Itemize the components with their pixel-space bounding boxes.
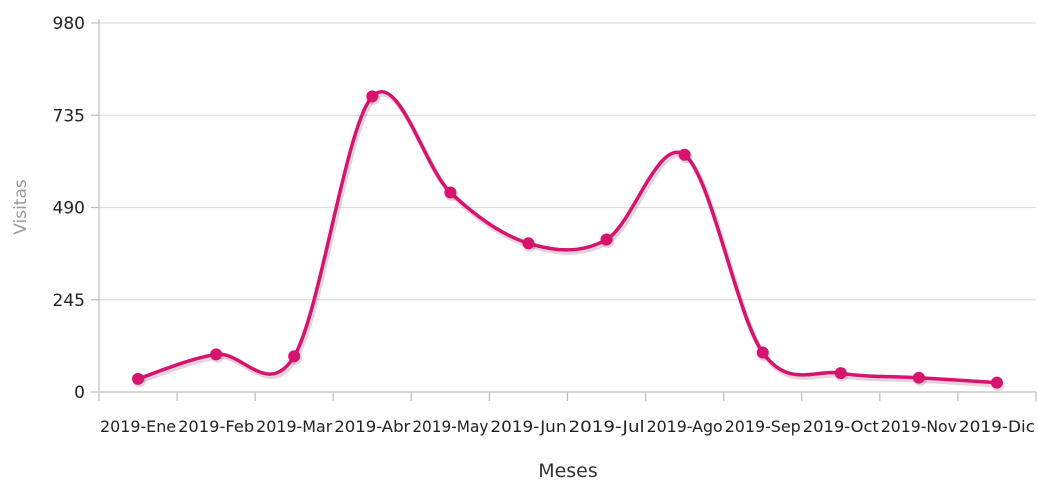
- axes: [98, 19, 1036, 393]
- data-point[interactable]: [522, 237, 535, 250]
- data-point[interactable]: [288, 350, 301, 363]
- data-point[interactable]: [366, 90, 379, 103]
- y-axis-ticks: 0 245 490 735 980: [53, 14, 99, 403]
- data-point[interactable]: [756, 346, 769, 359]
- series: [136, 90, 1001, 388]
- x-tick-label: 2019-Dic: [959, 417, 1035, 436]
- data-point[interactable]: [990, 376, 1003, 389]
- data-point[interactable]: [678, 148, 691, 161]
- data-point[interactable]: [834, 367, 847, 380]
- data-point[interactable]: [444, 186, 457, 199]
- x-axis-title: Meses: [538, 460, 598, 481]
- x-tick-label: 2019-Jun: [490, 417, 566, 436]
- x-tick-label: 2019-Feb: [178, 417, 254, 436]
- y-tick-label: 980: [53, 14, 85, 34]
- x-axis-ticks: 2019-Ene 2019-Feb 2019-Mar 2019-Abr 2019-May…: [98, 392, 1037, 436]
- y-tick-label: 0: [74, 383, 85, 403]
- data-point[interactable]: [132, 372, 145, 385]
- y-tick-label: 245: [53, 291, 85, 311]
- x-tick-label: 2019-Jul: [569, 417, 645, 436]
- y-tick-label: 490: [53, 199, 85, 219]
- x-tick-label: 2019-Ene: [100, 417, 176, 436]
- x-tick-label: 2019-Oct: [803, 417, 879, 436]
- y-tick-label: 735: [53, 106, 85, 126]
- x-tick-label: 2019-Abr: [334, 417, 411, 436]
- gridlines: [99, 22, 1036, 301]
- y-axis-title: Visitas: [11, 179, 31, 235]
- series-line-shadow: [137, 91, 1001, 388]
- data-points: [132, 90, 1005, 392]
- x-tick-label: 2019-Sep: [725, 417, 801, 436]
- data-point[interactable]: [912, 371, 925, 384]
- data-point[interactable]: [600, 233, 613, 246]
- series-line: [136, 90, 999, 385]
- x-tick-label: 2019-Mar: [256, 417, 332, 436]
- x-tick-label: 2019-May: [412, 417, 488, 436]
- x-tick-label: 2019-Ago: [647, 417, 723, 436]
- data-point[interactable]: [210, 348, 223, 361]
- x-tick-label: 2019-Nov: [881, 417, 957, 436]
